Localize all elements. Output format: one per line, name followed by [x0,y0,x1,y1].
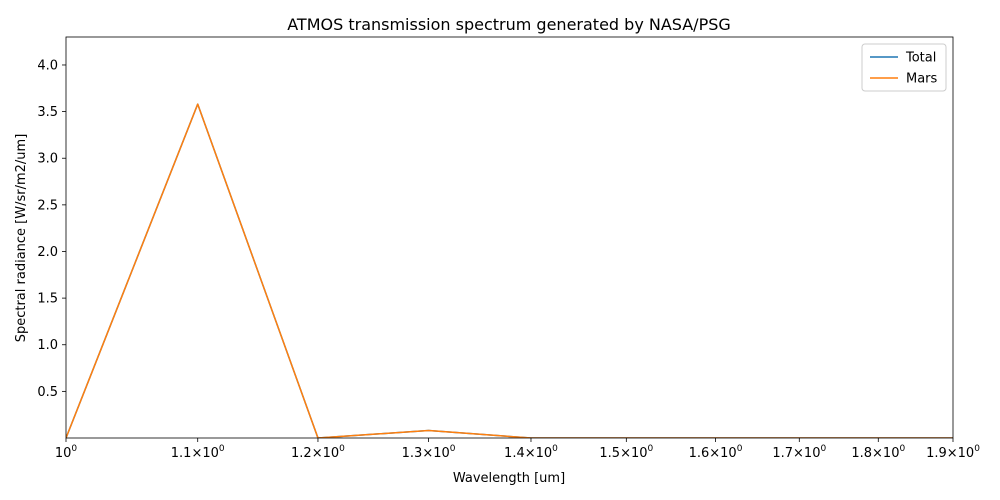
legend-label-mars: Mars [906,72,938,87]
x-tick-label: 1.4×100 [504,444,558,461]
legend-box [861,43,947,92]
y-tick-label: 0.5 [37,385,58,400]
x-axis-label: Wavelength [um] [453,471,565,486]
x-tick-label: 1.9×100 [926,444,980,461]
y-tick-label: 3.5 [37,105,58,120]
y-tick-label: 1.0 [37,338,58,353]
plot-area: 100 1.1×100 1.2×100 1.3×100 1.4×100 1.5×100 1.… [37,36,980,461]
series-line-total [66,103,953,438]
y-tick-label: 2.5 [37,198,58,213]
x-tick-label: 1.6×100 [689,444,743,461]
y-tick-label: 4.0 [37,58,58,73]
legend-label-total: Total [905,51,936,66]
plot-frame [65,36,954,439]
x-tick-label: 1.7×100 [772,444,826,461]
y-tick-label: 2.0 [37,245,58,260]
series-line-mars [66,103,953,438]
x-tick-label: 100 [55,444,78,461]
y-tick-label: 1.5 [37,292,58,307]
legend: Total Mars [861,43,947,92]
x-tick-label: 1.3×100 [402,444,456,461]
x-tick-label: 1.8×100 [851,444,905,461]
chart-title: ATMOS transmission spectrum generated by… [287,15,731,34]
y-tick-label: 3.0 [37,152,58,167]
x-tick-label: 1.5×100 [599,444,653,461]
x-tick-label: 1.2×100 [291,444,345,461]
y-axis-label: Spectral radiance [W/sr/m2/um] [14,134,29,343]
x-tick-label: 1.1×100 [171,444,225,461]
